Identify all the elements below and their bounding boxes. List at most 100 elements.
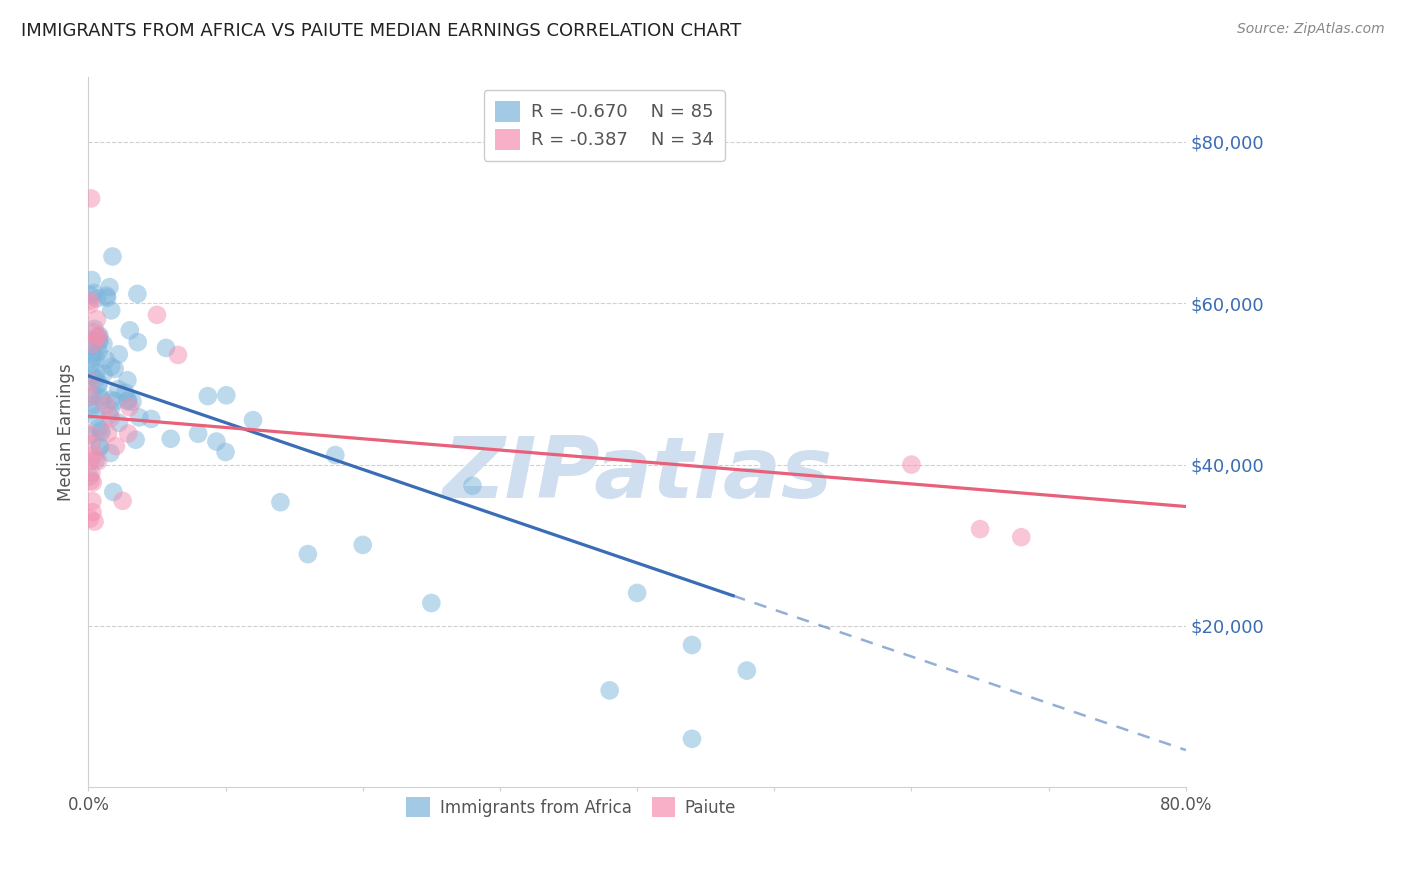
Point [79,334,101,348]
Point [84,372,107,386]
Point [114,385,136,400]
Point [108,347,131,361]
Point [87,454,110,468]
Point [79,297,101,311]
Point [82,347,104,361]
Point [79,390,101,404]
Point [117,394,139,409]
Point [121,394,143,409]
Point [146,308,169,322]
Point [79,359,101,373]
Point [80,191,103,205]
Point [89,334,111,349]
Point [98,280,121,294]
Point [84,453,107,467]
Point [87,377,110,392]
Point [80,474,103,488]
Point [100,303,122,318]
Point [100,411,122,425]
Point [104,393,127,408]
Point [86,330,108,344]
Y-axis label: Median Earnings: Median Earnings [58,364,75,501]
Point [124,433,146,447]
Point [100,446,122,460]
Point [84,365,107,379]
Point [80,454,103,468]
Point [90,390,112,404]
Point [969,522,991,536]
Point [83,322,105,336]
Point [167,348,190,362]
Point [187,426,209,441]
Point [735,664,758,678]
Point [79,428,101,442]
Point [214,445,236,459]
Point [83,447,105,461]
Point [79,288,101,302]
Point [98,408,121,422]
Point [84,350,107,364]
Point [80,403,103,417]
Point [82,351,104,366]
Point [97,426,120,441]
Point [141,412,163,426]
Point [242,413,264,427]
Point [82,505,104,519]
Point [82,494,104,508]
Point [80,273,103,287]
Point [104,361,127,376]
Text: Source: ZipAtlas.com: Source: ZipAtlas.com [1237,22,1385,37]
Point [83,515,105,529]
Point [101,250,124,264]
Point [91,392,114,407]
Point [100,392,122,407]
Point [82,336,104,351]
Point [599,683,621,698]
Point [83,285,105,300]
Point [155,341,177,355]
Point [83,387,105,401]
Point [84,409,107,424]
Point [90,424,112,438]
Point [159,432,181,446]
Point [93,367,115,381]
Point [626,586,648,600]
Point [461,479,484,493]
Point [79,426,101,441]
Point [80,437,103,451]
Point [86,291,108,305]
Point [297,547,319,561]
Point [117,373,139,387]
Point [108,416,131,430]
Point [107,382,129,396]
Point [80,466,103,480]
Text: IMMIGRANTS FROM AFRICA VS PAIUTE MEDIAN EARNINGS CORRELATION CHART: IMMIGRANTS FROM AFRICA VS PAIUTE MEDIAN … [21,22,741,40]
Point [100,402,122,417]
Point [900,458,922,472]
Point [96,291,118,305]
Point [82,475,104,490]
Point [90,425,112,440]
Point [87,421,110,435]
Point [117,426,139,441]
Point [82,325,104,339]
Point [86,312,108,326]
Point [79,376,101,390]
Point [87,376,110,391]
Point [352,538,374,552]
Text: ZIPatlas: ZIPatlas [441,434,832,516]
Point [118,323,141,337]
Point [87,329,110,343]
Point [94,352,117,367]
Point [681,731,703,746]
Point [79,469,101,483]
Point [111,494,134,508]
Point [104,439,127,453]
Point [87,344,110,359]
Point [79,390,101,404]
Point [89,328,111,343]
Point [82,368,104,383]
Point [420,596,443,610]
Point [269,495,291,509]
Point [681,638,703,652]
